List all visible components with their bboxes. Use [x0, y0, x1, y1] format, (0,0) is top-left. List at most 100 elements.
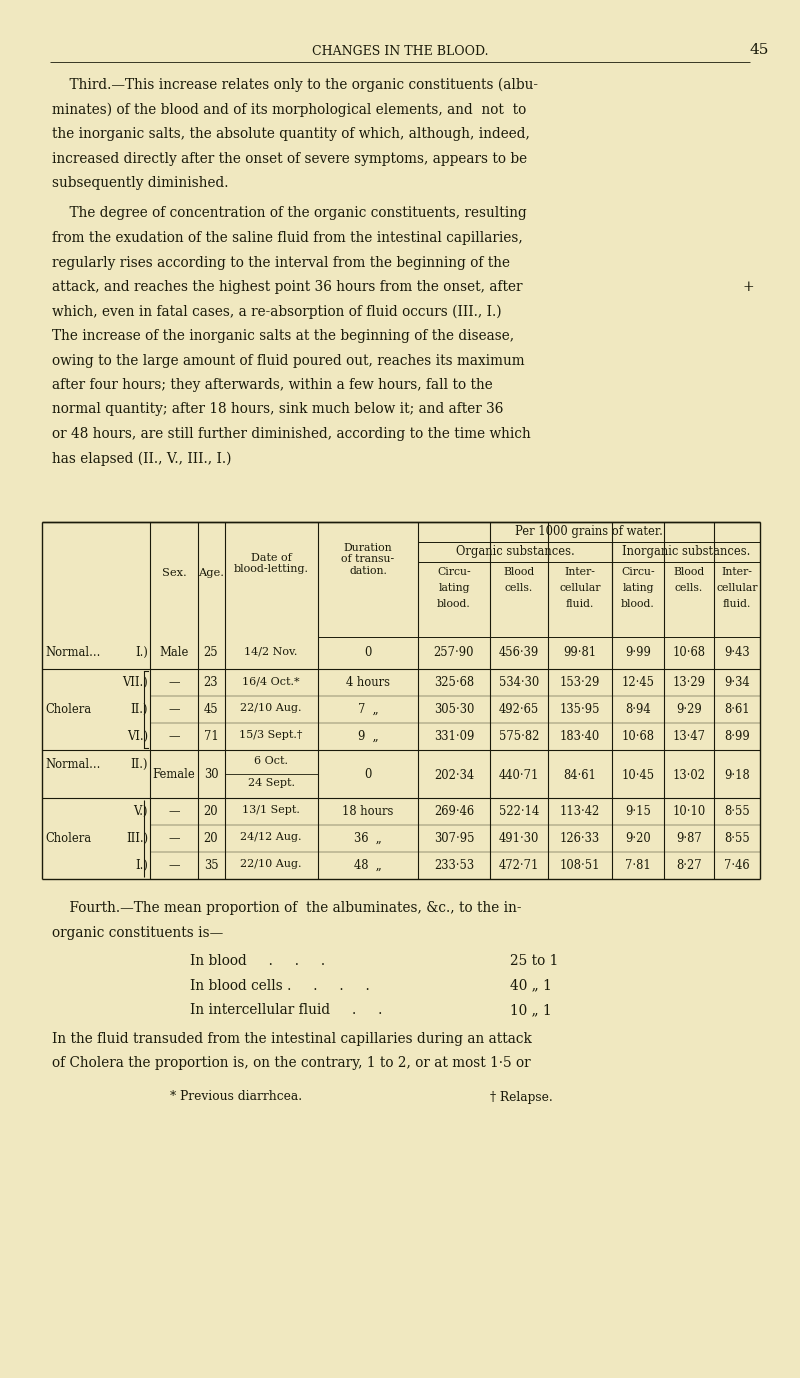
Text: 522·14: 522·14 — [499, 805, 539, 819]
Text: Age.: Age. — [198, 569, 224, 579]
Text: 331·09: 331·09 — [434, 730, 474, 743]
Text: organic constituents is—: organic constituents is— — [52, 926, 223, 940]
Text: 10·10: 10·10 — [672, 805, 706, 819]
Text: Per 1000 grains of water.: Per 1000 grains of water. — [515, 525, 663, 537]
Text: * Previous diarrhcea.: * Previous diarrhcea. — [170, 1090, 302, 1104]
Text: lating: lating — [438, 583, 470, 593]
Text: 45: 45 — [750, 43, 770, 56]
Text: 10·45: 10·45 — [622, 769, 654, 781]
Text: 472·71: 472·71 — [499, 858, 539, 872]
Text: 6 Oct.: 6 Oct. — [254, 757, 288, 766]
Text: owing to the large amount of fluid poured out, reaches its maximum: owing to the large amount of fluid poure… — [52, 354, 525, 368]
Text: In intercellular fluid     .     .: In intercellular fluid . . — [190, 1003, 382, 1017]
Text: 13·47: 13·47 — [673, 730, 706, 743]
Text: 10 „ 1: 10 „ 1 — [510, 1003, 552, 1017]
Text: 7  „: 7 „ — [358, 703, 378, 717]
Text: 575·82: 575·82 — [499, 730, 539, 743]
Text: I.): I.) — [135, 858, 148, 872]
Text: 153·29: 153·29 — [560, 677, 600, 689]
Text: 14/2 Nov.: 14/2 Nov. — [244, 646, 298, 656]
Text: —: — — [168, 677, 180, 689]
Text: II.): II.) — [130, 703, 148, 717]
Text: cells.: cells. — [675, 583, 703, 593]
Text: VII.): VII.) — [122, 677, 148, 689]
Text: 8·27: 8·27 — [676, 858, 702, 872]
Text: attack, and reaches the highest point 36 hours from the onset, after: attack, and reaches the highest point 36… — [52, 280, 522, 294]
Text: Fourth.—The mean proportion of  the albuminates, &c., to the in-: Fourth.—The mean proportion of the album… — [52, 901, 522, 915]
Text: 325·68: 325·68 — [434, 677, 474, 689]
Text: —: — — [168, 730, 180, 743]
Text: 71: 71 — [204, 730, 218, 743]
Text: Blood: Blood — [674, 566, 705, 577]
Text: Cholera: Cholera — [45, 703, 91, 717]
Text: blood.: blood. — [437, 599, 471, 609]
Text: 108·51: 108·51 — [560, 858, 600, 872]
Text: 13·29: 13·29 — [673, 677, 706, 689]
Text: 440·71: 440·71 — [499, 769, 539, 781]
Text: 0: 0 — [364, 646, 372, 659]
Text: 18 hours: 18 hours — [342, 805, 394, 819]
Text: VI.): VI.) — [127, 730, 148, 743]
Text: fluid.: fluid. — [723, 599, 751, 609]
Text: 22/10 Aug.: 22/10 Aug. — [240, 703, 302, 712]
Text: +: + — [742, 280, 754, 294]
Text: 9·15: 9·15 — [625, 805, 651, 819]
Text: 16/4 Oct.*: 16/4 Oct.* — [242, 677, 300, 686]
Text: cellular: cellular — [716, 583, 758, 593]
Text: 25 to 1: 25 to 1 — [510, 954, 558, 967]
Text: blood.: blood. — [621, 599, 655, 609]
Text: has elapsed (II., V., III., I.): has elapsed (II., V., III., I.) — [52, 452, 231, 466]
Text: 183·40: 183·40 — [560, 730, 600, 743]
Text: 491·30: 491·30 — [499, 832, 539, 845]
Text: Inorganic substances.: Inorganic substances. — [622, 546, 750, 558]
Text: regularly rises according to the interval from the beginning of the: regularly rises according to the interva… — [52, 255, 510, 270]
Text: 456·39: 456·39 — [499, 646, 539, 659]
Text: 9·20: 9·20 — [625, 832, 651, 845]
Text: 25: 25 — [204, 646, 218, 659]
Text: 8·55: 8·55 — [724, 805, 750, 819]
Text: Date of
blood-letting.: Date of blood-letting. — [234, 553, 309, 575]
Text: 35: 35 — [204, 858, 218, 872]
Text: increased directly after the onset of severe symptoms, appears to be: increased directly after the onset of se… — [52, 152, 527, 165]
Text: cellular: cellular — [559, 583, 601, 593]
Text: subsequently diminished.: subsequently diminished. — [52, 176, 229, 190]
Text: 23: 23 — [204, 677, 218, 689]
Text: 99·81: 99·81 — [563, 646, 597, 659]
Text: Normal...: Normal... — [45, 646, 100, 659]
Text: 113·42: 113·42 — [560, 805, 600, 819]
Text: 9·43: 9·43 — [724, 646, 750, 659]
Text: 257·90: 257·90 — [434, 646, 474, 659]
Text: 24/12 Aug.: 24/12 Aug. — [240, 832, 302, 842]
Text: 8·94: 8·94 — [625, 703, 651, 717]
Text: In blood cells .     .     .     .: In blood cells . . . . — [190, 978, 370, 992]
Text: —: — — [168, 703, 180, 717]
Text: 9·29: 9·29 — [676, 703, 702, 717]
Text: 9·99: 9·99 — [625, 646, 651, 659]
Text: I.): I.) — [135, 646, 148, 659]
Text: II.): II.) — [130, 758, 148, 772]
Text: 48  „: 48 „ — [354, 858, 382, 872]
Text: 13/1 Sept.: 13/1 Sept. — [242, 805, 300, 814]
Text: 20: 20 — [204, 805, 218, 819]
Text: The increase of the inorganic salts at the beginning of the disease,: The increase of the inorganic salts at t… — [52, 329, 514, 343]
Text: 36  „: 36 „ — [354, 832, 382, 845]
Text: of Cholera the proportion is, on the contrary, 1 to 2, or at most 1·5 or: of Cholera the proportion is, on the con… — [52, 1056, 530, 1069]
Text: 492·65: 492·65 — [499, 703, 539, 717]
Text: 8·99: 8·99 — [724, 730, 750, 743]
Text: The degree of concentration of the organic constituents, resulting: The degree of concentration of the organ… — [52, 207, 526, 220]
Text: the inorganic salts, the absolute quantity of which, although, indeed,: the inorganic salts, the absolute quanti… — [52, 127, 530, 141]
Text: lating: lating — [622, 583, 654, 593]
Text: 7·46: 7·46 — [724, 858, 750, 872]
Text: 202·34: 202·34 — [434, 769, 474, 781]
Text: 9·87: 9·87 — [676, 832, 702, 845]
Text: † Relapse.: † Relapse. — [490, 1090, 553, 1104]
Text: V.): V.) — [134, 805, 148, 819]
Text: Organic substances.: Organic substances. — [456, 546, 574, 558]
Text: which, even in fatal cases, a re-absorption of fluid occurs (III., I.): which, even in fatal cases, a re-absorpt… — [52, 305, 502, 318]
Text: 9  „: 9 „ — [358, 730, 378, 743]
Text: Normal...: Normal... — [45, 758, 100, 772]
Text: or 48 hours, are still further diminished, according to the time which: or 48 hours, are still further diminishe… — [52, 427, 530, 441]
Text: Inter-: Inter- — [722, 566, 753, 577]
Text: 126·33: 126·33 — [560, 832, 600, 845]
Text: 20: 20 — [204, 832, 218, 845]
